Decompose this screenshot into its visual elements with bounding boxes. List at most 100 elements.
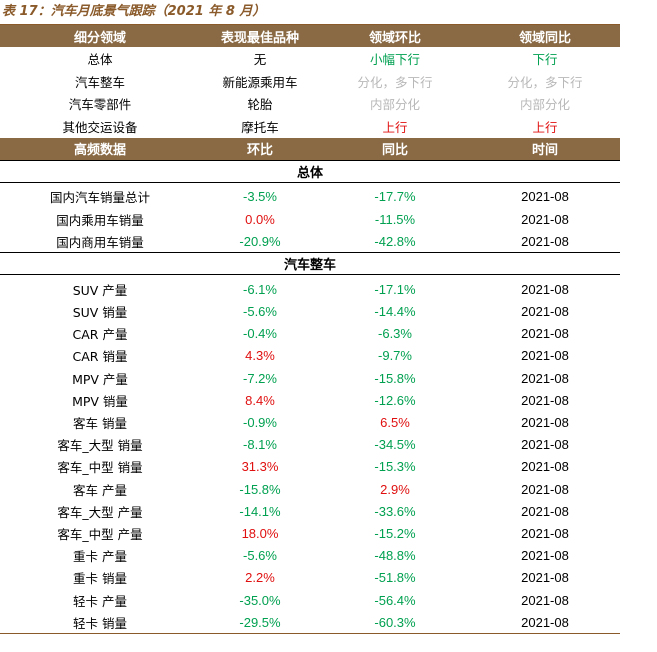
date-value: 2021-08 <box>521 189 569 205</box>
yoy-value: -60.3% <box>320 611 470 635</box>
auto-tracking-table: 细分领域 表现最佳品种 领域环比 领域同比 总体 无 小幅下行 下行 汽车整车 新能源乘用… <box>0 25 620 635</box>
title-rule <box>0 24 620 25</box>
yoy-value: -11.5% <box>374 211 416 227</box>
mom-value: -15.8% <box>239 481 281 497</box>
yoy-value: -15.8% <box>374 370 416 386</box>
data-row: 客车 产量 -15.8% 2.9% 2021-08 <box>0 478 620 500</box>
section-title: 总体 <box>0 159 620 183</box>
summary-best-category: 新能源乘用车 <box>222 74 298 90</box>
table-title: 表 17：汽车月底景气跟踪（2021 年 8 月） <box>2 4 266 19</box>
summary-field: 其他交运设备 <box>62 119 138 135</box>
data-row: 国内汽车销量总计 -3.5% -17.7% 2021-08 <box>0 182 620 208</box>
summary-header-yoy: 领域同比 <box>470 25 620 47</box>
yoy-value: -56.4% <box>374 592 416 608</box>
mom-value: -5.6% <box>243 304 277 320</box>
data-row: 国内商用车销量 -20.9% -42.8% 2021-08 <box>0 230 620 253</box>
row-label: 客车 产量 <box>73 482 127 498</box>
summary-mom-trend: 内部分化 <box>369 97 420 113</box>
summary-mom-trend: 上行 <box>382 119 408 135</box>
mom-value: -0.9% <box>243 415 277 431</box>
date-value: 2021-08 <box>521 481 569 497</box>
mom-value: 8.4% <box>245 392 275 408</box>
yoy-value: -17.7% <box>374 189 416 205</box>
row-label: CAR 产量 <box>72 327 128 343</box>
date-value: 2021-08 <box>521 503 569 519</box>
yoy-value: -48.8% <box>374 548 416 564</box>
mom-value: 2.2% <box>245 570 275 586</box>
yoy-value: -15.3% <box>374 459 416 475</box>
summary-row: 其他交运设备 摩托车 上行 上行 <box>0 115 620 138</box>
mom-value: -3.5% <box>243 189 277 205</box>
summary-best-category: 轮胎 <box>247 97 273 113</box>
mom-value: -14.1% <box>239 503 281 519</box>
date-value: 2021-08 <box>521 592 569 608</box>
mom-value: -5.6% <box>243 548 277 564</box>
yoy-value: -17.1% <box>374 281 416 297</box>
yoy-value: -33.6% <box>374 503 416 519</box>
summary-row: 汽车整车 新能源乘用车 分化，多下行 分化，多下行 <box>0 70 620 93</box>
summary-header-row: 细分领域 表现最佳品种 领域环比 领域同比 <box>0 25 620 47</box>
date-value: 2021-08 <box>521 326 569 342</box>
summary-field: 汽车零部件 <box>68 97 132 113</box>
yoy-value: -9.7% <box>378 348 412 364</box>
mom-value: -8.1% <box>243 437 277 453</box>
detail-header-data: 高频数据 <box>0 137 200 161</box>
mom-value: 31.3% <box>241 459 279 475</box>
summary-yoy-trend: 内部分化 <box>519 97 570 113</box>
date-value: 2021-08 <box>521 392 569 408</box>
detail-header-yoy: 同比 <box>320 137 470 161</box>
summary-header-field: 细分领域 <box>0 25 200 47</box>
summary-field: 汽车整车 <box>74 74 125 90</box>
summary-row: 汽车零部件 轮胎 内部分化 内部分化 <box>0 92 620 115</box>
data-row: CAR 产量 -0.4% -6.3% 2021-08 <box>0 323 620 345</box>
data-row: 客车_大型 销量 -8.1% -34.5% 2021-08 <box>0 434 620 456</box>
summary-yoy-trend: 下行 <box>532 51 558 67</box>
date-value: 2021-08 <box>470 611 620 635</box>
row-label: 重卡 产量 <box>73 549 127 565</box>
data-row: MPV 销量 8.4% -12.6% 2021-08 <box>0 389 620 411</box>
row-label: 客车_中型 销量 <box>57 460 143 476</box>
row-label: MPV 产量 <box>72 371 128 387</box>
detail-header-time: 时间 <box>470 137 620 161</box>
summary-best-category: 无 <box>253 51 267 67</box>
summary-best-category: 摩托车 <box>241 119 279 135</box>
data-row: MPV 产量 -7.2% -15.8% 2021-08 <box>0 367 620 389</box>
table-body: 细分领域 表现最佳品种 领域环比 领域同比 总体 无 小幅下行 下行 汽车整车 新能源乘用… <box>0 25 620 635</box>
date-value: 2021-08 <box>521 548 569 564</box>
section-row: 汽车整车 <box>0 252 620 276</box>
mom-value: -35.0% <box>239 592 281 608</box>
row-label: SUV 销量 <box>72 305 128 321</box>
row-label: MPV 销量 <box>72 393 128 409</box>
data-row: 重卡 产量 -5.6% -48.8% 2021-08 <box>0 545 620 567</box>
row-label: 重卡 销量 <box>73 571 127 587</box>
data-row: 客车_中型 销量 31.3% -15.3% 2021-08 <box>0 456 620 478</box>
data-row: CAR 销量 4.3% -9.7% 2021-08 <box>0 345 620 367</box>
summary-row: 总体 无 小幅下行 下行 <box>0 47 620 70</box>
row-label: 客车 销量 <box>73 416 127 432</box>
yoy-value: 6.5% <box>380 415 410 431</box>
date-value: 2021-08 <box>521 233 569 249</box>
date-value: 2021-08 <box>521 211 569 227</box>
summary-field: 总体 <box>87 51 113 67</box>
date-value: 2021-08 <box>521 281 569 297</box>
mom-value: 0.0% <box>245 211 275 227</box>
date-value: 2021-08 <box>521 525 569 541</box>
row-label: 客车_大型 销量 <box>57 438 143 454</box>
yoy-value: -14.4% <box>374 304 416 320</box>
summary-mom-trend: 分化，多下行 <box>357 74 433 90</box>
data-row: SUV 销量 -5.6% -14.4% 2021-08 <box>0 301 620 323</box>
mom-value: -20.9% <box>239 233 281 249</box>
data-row: 客车 销量 -0.9% 6.5% 2021-08 <box>0 411 620 433</box>
section-title: 汽车整车 <box>0 252 620 276</box>
date-value: 2021-08 <box>521 415 569 431</box>
summary-yoy-trend: 上行 <box>532 119 558 135</box>
mom-value: 18.0% <box>241 525 279 541</box>
detail-header-row: 高频数据 环比 同比 时间 <box>0 137 620 161</box>
yoy-value: -6.3% <box>378 326 412 342</box>
yoy-value: -51.8% <box>374 570 416 586</box>
mom-value: 4.3% <box>245 348 275 364</box>
date-value: 2021-08 <box>521 304 569 320</box>
data-row: 轻卡 产量 -35.0% -56.4% 2021-08 <box>0 589 620 611</box>
row-label: 国内乘用车销量 <box>56 212 144 228</box>
data-row: 客车_中型 产量 18.0% -15.2% 2021-08 <box>0 522 620 544</box>
